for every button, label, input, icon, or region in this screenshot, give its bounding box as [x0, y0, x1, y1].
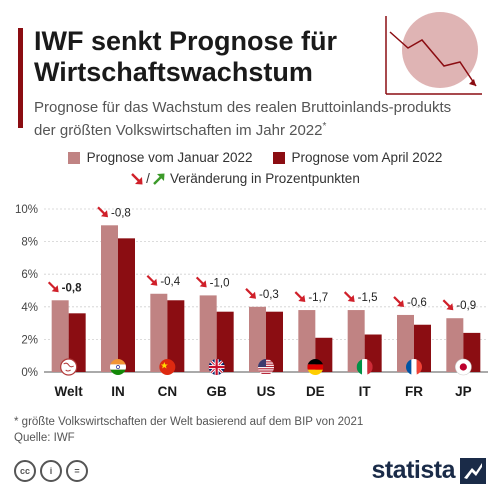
change-label: -0,8	[111, 207, 131, 219]
license-icons: cc i =	[14, 460, 92, 482]
bar-january-in	[101, 225, 118, 372]
india-flag-icon	[110, 359, 126, 375]
change-down-arrow-icon	[97, 206, 108, 218]
bar-april-in	[118, 238, 135, 372]
up-arrow-icon	[153, 173, 165, 185]
change-label: -1,0	[210, 277, 230, 289]
y-tick-label: 4%	[21, 302, 38, 314]
uk-flag-icon	[208, 359, 225, 375]
logo-text: statista	[371, 456, 455, 484]
bar-january-gb	[199, 295, 217, 372]
legend-january-swatch	[67, 151, 80, 164]
y-tick-label: 6%	[21, 269, 38, 281]
statista-logo[interactable]: statista	[371, 456, 486, 485]
legend-january-label: Prognose vom Januar 2022	[86, 150, 253, 165]
change-label: -1,5	[358, 292, 378, 304]
change-label: -0,8	[62, 282, 82, 294]
x-tick-label: FR	[405, 384, 423, 399]
page-subtitle: Prognose für das Wachstum des realen Bru…	[34, 98, 464, 140]
change-label: -0,3	[259, 289, 279, 301]
usa-flag-icon	[258, 359, 274, 375]
legend-april-swatch	[272, 151, 285, 164]
bar-chart: 0% 2% 4% 6% 8% 10% -0,8 Welt -0,8 IN -0,4 CN -1,0 GB -…	[15, 204, 488, 399]
x-tick-label: GB	[207, 384, 228, 399]
bar-april-cn	[167, 300, 185, 372]
legend-april-label: Prognose vom April 2022	[291, 150, 443, 165]
change-label: -0,4	[160, 276, 180, 288]
bar-january-welt	[51, 300, 69, 372]
subtitle-footnote-mark: *	[322, 121, 327, 132]
change-down-arrow-icon	[245, 288, 256, 299]
y-tick-label: 10%	[15, 204, 38, 216]
statista-mark-icon	[460, 457, 486, 484]
legend-april: Prognose vom April 2022	[272, 150, 443, 165]
page-title: IWF senkt Prognose für Wirtschaftswachst…	[34, 26, 338, 87]
footnote-note: * größte Volkswirtschaften der Welt basi…	[14, 416, 364, 428]
change-down-arrow-icon	[146, 274, 158, 286]
bar-april-welt	[68, 313, 86, 372]
bar-january-fr	[397, 314, 414, 372]
y-tick-label: 0%	[21, 367, 38, 379]
y-tick-label: 8%	[21, 237, 38, 249]
germany-flag-icon	[307, 359, 324, 375]
x-tick-label: Welt	[55, 384, 84, 399]
change-label: -0,9	[456, 300, 476, 312]
title-accent-bar	[18, 28, 23, 128]
x-tick-label: US	[257, 384, 276, 399]
legend-change-label: Veränderung in Prozentpunkten	[169, 171, 360, 186]
footnote-source: Quelle: IWF	[14, 432, 75, 444]
bar-january-jp	[446, 318, 464, 372]
x-tick-label: CN	[158, 384, 178, 399]
cc-icon: cc	[14, 460, 36, 482]
subtitle-text: Prognose für das Wachstum des realen Bru…	[34, 99, 452, 139]
japan-flag-icon	[455, 358, 472, 376]
legend-change-separator: /	[146, 171, 150, 186]
legend-january: Prognose vom Januar 2022	[67, 150, 253, 165]
bar-january-de	[298, 310, 316, 372]
attribution-icon: i	[40, 460, 62, 482]
change-down-arrow-icon	[47, 281, 59, 293]
france-flag-icon	[406, 359, 422, 375]
x-tick-label: IN	[111, 384, 125, 399]
y-tick-label: 2%	[21, 334, 38, 346]
bar-january-cn	[150, 293, 168, 372]
china-flag-icon	[159, 359, 176, 375]
legend: Prognose vom Januar 2022 Prognose vom Ap…	[0, 150, 500, 186]
change-label: -1,7	[308, 292, 328, 304]
no-derivatives-icon: =	[66, 460, 88, 482]
change-down-arrow-icon	[294, 291, 306, 303]
change-arrows: /	[130, 171, 166, 186]
down-arrow-icon	[131, 172, 143, 184]
bar-april-fr	[414, 324, 431, 372]
world-flag-icon	[60, 358, 78, 376]
x-tick-label: IT	[359, 384, 372, 399]
bar-january-us	[249, 306, 266, 372]
change-down-arrow-icon	[442, 299, 454, 311]
bar-april-gb	[216, 311, 234, 372]
declining-chart-illustration	[385, 12, 482, 95]
x-tick-label: DE	[306, 384, 325, 399]
legend-change: / Veränderung in Prozentpunkten	[130, 171, 360, 186]
footnote: * größte Volkswirtschaften der Welt basi…	[14, 414, 363, 446]
change-label: -0,6	[407, 297, 427, 309]
change-down-arrow-icon	[195, 276, 207, 288]
bar-january-it	[347, 310, 365, 372]
italy-flag-icon	[356, 359, 373, 375]
bar-april-us	[266, 311, 283, 372]
x-tick-label: JP	[455, 384, 472, 399]
change-down-arrow-icon	[343, 291, 355, 303]
change-down-arrow-icon	[393, 296, 404, 307]
